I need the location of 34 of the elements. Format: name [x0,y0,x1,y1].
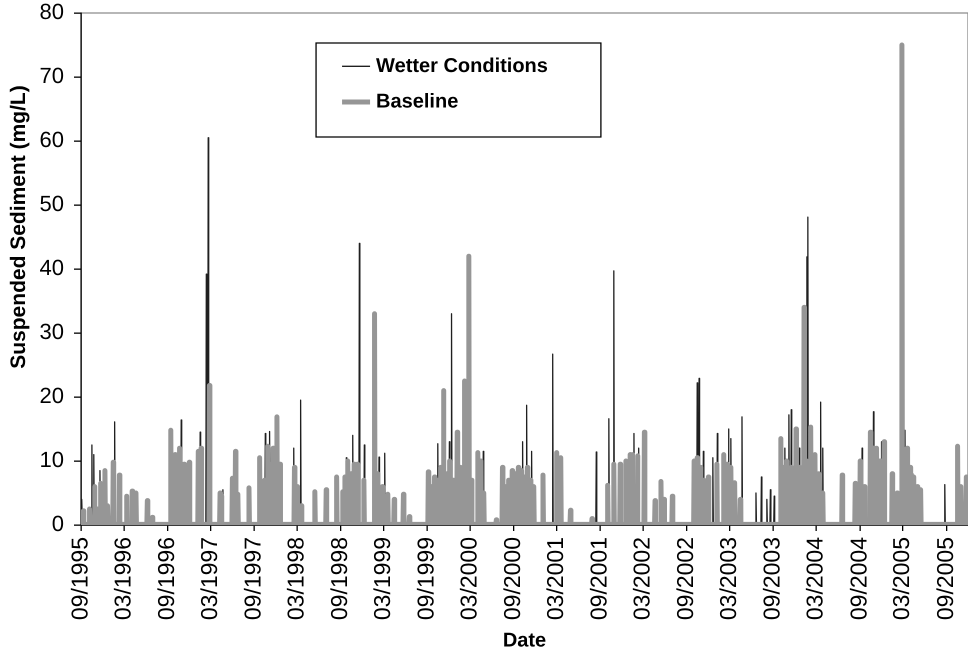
x-tick-label: 03/1999 [368,537,395,620]
x-tick-label: 09/1999 [412,537,438,620]
y-tick-label: 50 [40,191,64,216]
y-tick-label: 10 [40,447,64,472]
legend-label: Wetter Conditions [376,54,548,77]
x-tick-label: 03/2000 [456,537,482,620]
x-tick-label: 09/2005 [932,537,958,620]
x-tick-label: 03/2002 [628,537,655,620]
x-tick-label: 09/2002 [672,537,698,620]
x-tick-label: 03/2003 [715,537,742,620]
y-tick-label: 20 [40,383,64,408]
x-tick-label: 09/2003 [758,537,785,620]
x-tick-label: 03/1998 [282,537,308,620]
y-tick-label: 0 [52,511,64,536]
x-tick-label: 03/1996 [109,537,136,620]
x-tick-label: 09/2004 [845,536,872,620]
x-tick-label: 03/2004 [802,536,828,620]
x-tick-label: 09/1998 [326,537,352,620]
x-tick-label: 09/2001 [586,537,612,620]
legend-label: Baseline [376,90,458,113]
y-tick-label: 70 [40,63,64,88]
x-axis-title: Date [502,630,546,651]
y-tick-label: 40 [40,255,64,280]
x-tick-label: 03/2005 [888,537,914,620]
x-tick-label: 03/2001 [542,537,568,620]
y-tick-label: 80 [40,0,64,24]
x-tick-label: 09/1995 [66,537,92,620]
y-tick-label: 60 [40,127,64,152]
x-tick-label: 09/2000 [499,537,526,620]
x-tick-label: 09/1997 [240,537,266,620]
x-tick-label: 09/1996 [153,537,180,620]
y-axis-title: Suspended Sediment (mg/L) [6,85,30,369]
y-tick-label: 30 [40,319,64,344]
x-tick-label: 03/1997 [196,537,222,620]
